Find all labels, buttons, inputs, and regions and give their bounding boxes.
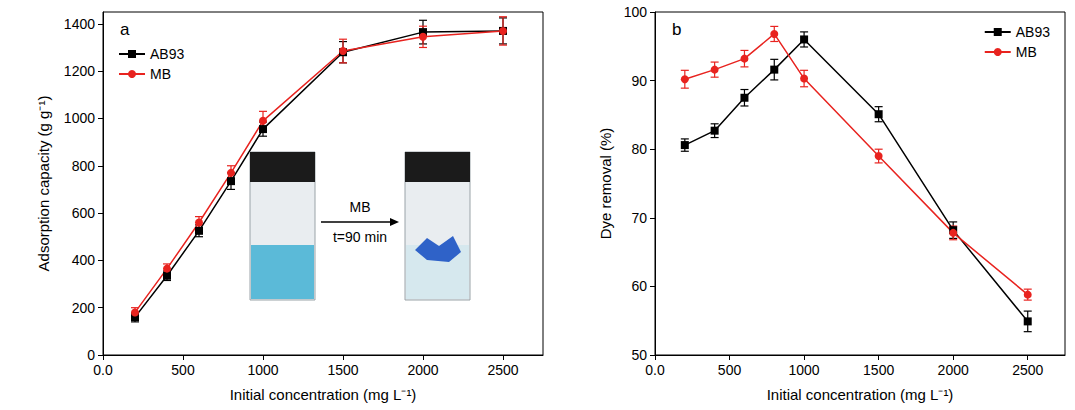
svg-text:500: 500 (171, 362, 195, 378)
svg-text:1000: 1000 (247, 362, 278, 378)
svg-text:MB: MB (150, 66, 171, 82)
svg-text:t=90 min: t=90 min (333, 229, 387, 245)
svg-text:AB93: AB93 (150, 46, 184, 62)
svg-text:MB: MB (1016, 44, 1037, 60)
svg-text:Initial concentration (mg L⁻¹): Initial concentration (mg L⁻¹) (230, 386, 417, 403)
svg-text:AB93: AB93 (1016, 24, 1050, 40)
svg-text:1500: 1500 (327, 362, 358, 378)
svg-text:2500: 2500 (487, 362, 518, 378)
svg-text:Initial concentration (mg L⁻¹): Initial concentration (mg L⁻¹) (767, 386, 954, 403)
svg-text:2000: 2000 (938, 362, 969, 378)
svg-text:800: 800 (72, 158, 96, 174)
svg-text:0.0: 0.0 (645, 362, 665, 378)
svg-text:0.0: 0.0 (93, 362, 113, 378)
svg-text:Adsorption capacity (g g⁻¹): Adsorption capacity (g g⁻¹) (35, 96, 52, 272)
svg-text:80: 80 (631, 141, 647, 157)
svg-text:50: 50 (631, 347, 647, 363)
svg-text:MB: MB (350, 199, 371, 215)
svg-text:2000: 2000 (407, 362, 438, 378)
svg-text:1000: 1000 (64, 110, 95, 126)
svg-text:b: b (672, 20, 681, 39)
svg-text:500: 500 (718, 362, 742, 378)
svg-text:2500: 2500 (1012, 362, 1043, 378)
svg-text:a: a (120, 20, 130, 39)
svg-text:1400: 1400 (64, 16, 95, 32)
svg-text:60: 60 (631, 278, 647, 294)
svg-text:70: 70 (631, 210, 647, 226)
svg-text:0: 0 (87, 347, 95, 363)
svg-text:1500: 1500 (863, 362, 894, 378)
svg-text:400: 400 (72, 252, 96, 268)
svg-text:1200: 1200 (64, 63, 95, 79)
svg-text:200: 200 (72, 300, 96, 316)
svg-text:90: 90 (631, 73, 647, 89)
svg-text:100: 100 (624, 4, 648, 20)
svg-text:Dye removal (%): Dye removal (%) (597, 128, 614, 240)
svg-text:600: 600 (72, 205, 96, 221)
svg-text:1000: 1000 (789, 362, 820, 378)
